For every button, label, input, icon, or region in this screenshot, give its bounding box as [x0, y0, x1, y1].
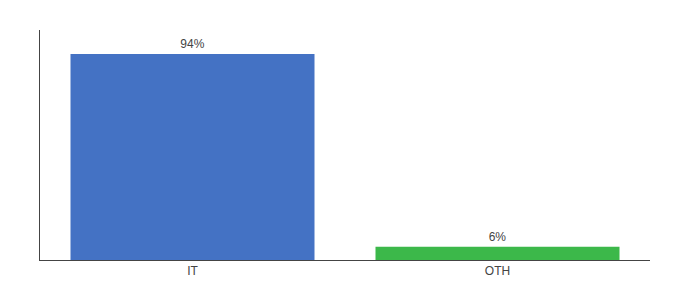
- svg-text:IT: IT: [187, 264, 198, 278]
- svg-text:OTH: OTH: [485, 264, 510, 278]
- svg-text:6%: 6%: [489, 230, 507, 244]
- svg-text:94%: 94%: [180, 37, 204, 51]
